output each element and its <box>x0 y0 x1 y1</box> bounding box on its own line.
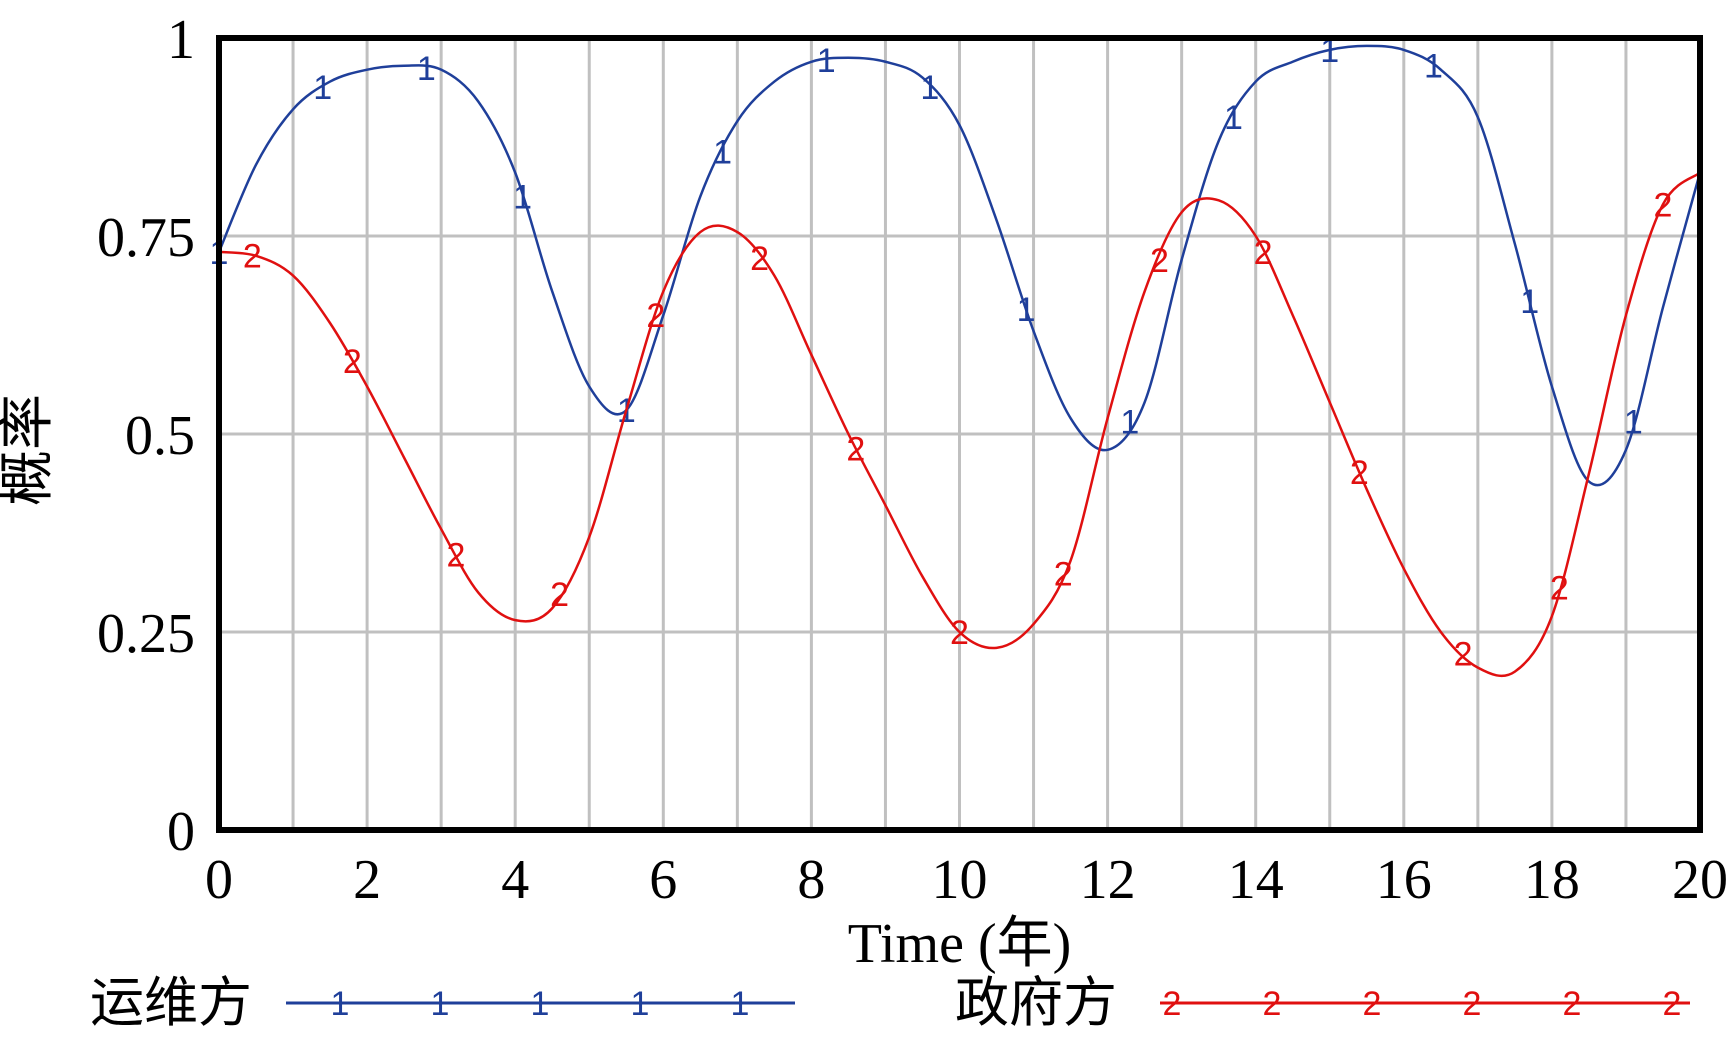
series-2: 2 2 2 2 2 2 2 2 2 2 2 2 2 2 2 <box>218 171 1701 678</box>
legend-item: 政府方 2 2 2 2 2 2 <box>955 973 1690 1033</box>
series-marker: 2 <box>1454 635 1473 673</box>
x-tick-label: 4 <box>501 849 529 911</box>
series-marker: 2 <box>1654 186 1673 224</box>
series-marker: 2 <box>550 576 569 614</box>
series-marker: 2 <box>1350 454 1369 492</box>
series-marker: 2 <box>646 297 665 335</box>
series-marker: 2 <box>343 343 362 381</box>
legend-marker: 1 <box>731 985 750 1023</box>
x-tick-label: 20 <box>1672 849 1728 911</box>
grid-lines <box>219 38 1700 830</box>
legend-label: 政府方 <box>955 973 1117 1033</box>
x-tick-label: 12 <box>1080 849 1136 911</box>
x-tick-label: 10 <box>932 849 988 911</box>
series-marker: 2 <box>1054 555 1073 593</box>
legend-marker: 1 <box>631 985 650 1023</box>
series-marker: 1 <box>1120 403 1139 441</box>
y-tick-label: 1 <box>167 9 195 71</box>
series-marker: 1 <box>1320 32 1339 70</box>
series-marker: 2 <box>846 430 865 468</box>
x-tick-label: 14 <box>1228 849 1284 911</box>
series-marker: 1 <box>513 178 532 216</box>
legend-label: 运维方 <box>90 973 252 1033</box>
legend-marker: 2 <box>1663 985 1682 1023</box>
x-tick-label: 8 <box>797 849 825 911</box>
series-line <box>218 171 1701 678</box>
series-marker: 2 <box>950 614 969 652</box>
legend-marker: 1 <box>331 985 350 1023</box>
series-marker: 2 <box>1550 570 1569 608</box>
legend-marker: 2 <box>1263 985 1282 1023</box>
x-tick-label: 0 <box>205 849 233 911</box>
x-tick-label: 6 <box>649 849 677 911</box>
series-marker: 2 <box>446 536 465 574</box>
legend-marker: 1 <box>431 985 450 1023</box>
series-marker: 1 <box>920 69 939 107</box>
x-axis-title: Time (年) <box>848 913 1072 975</box>
y-tick-label: 0 <box>167 801 195 863</box>
series-marker: 2 <box>243 237 262 275</box>
series-marker: 1 <box>313 69 332 107</box>
x-tick-label: 2 <box>353 849 381 911</box>
series-line <box>217 44 1702 487</box>
series-marker: 1 <box>1224 99 1243 137</box>
series-marker: 1 <box>1520 283 1539 321</box>
series-marker: 2 <box>1150 242 1169 280</box>
legend: 运维方 1 1 1 1 1 政府方 2 2 2 2 2 2 <box>90 973 1690 1033</box>
y-tick-label: 0.5 <box>125 405 195 467</box>
series-marker: 1 <box>417 50 436 88</box>
legend-marker: 1 <box>531 985 550 1023</box>
legend-marker: 2 <box>1363 985 1382 1023</box>
legend-marker: 2 <box>1563 985 1582 1023</box>
y-tick-label: 0.25 <box>97 603 195 665</box>
x-tick-label: 16 <box>1376 849 1432 911</box>
series-marker: 1 <box>1017 291 1036 329</box>
series-marker: 1 <box>713 133 732 171</box>
x-tick-label: 18 <box>1524 849 1580 911</box>
legend-item: 运维方 1 1 1 1 1 <box>90 973 795 1033</box>
series-marker: 1 <box>1424 48 1443 86</box>
series-marker: 2 <box>1254 234 1273 272</box>
legend-marker: 2 <box>1463 985 1482 1023</box>
y-axis-title: 概率 <box>0 394 59 506</box>
y-tick-label: 0.75 <box>97 207 195 269</box>
plot-frame <box>216 35 1703 833</box>
series-marker: 1 <box>817 42 836 80</box>
series-marker: 2 <box>750 240 769 278</box>
series-marker: 1 <box>1624 403 1643 441</box>
legend-marker: 2 <box>1163 985 1182 1023</box>
